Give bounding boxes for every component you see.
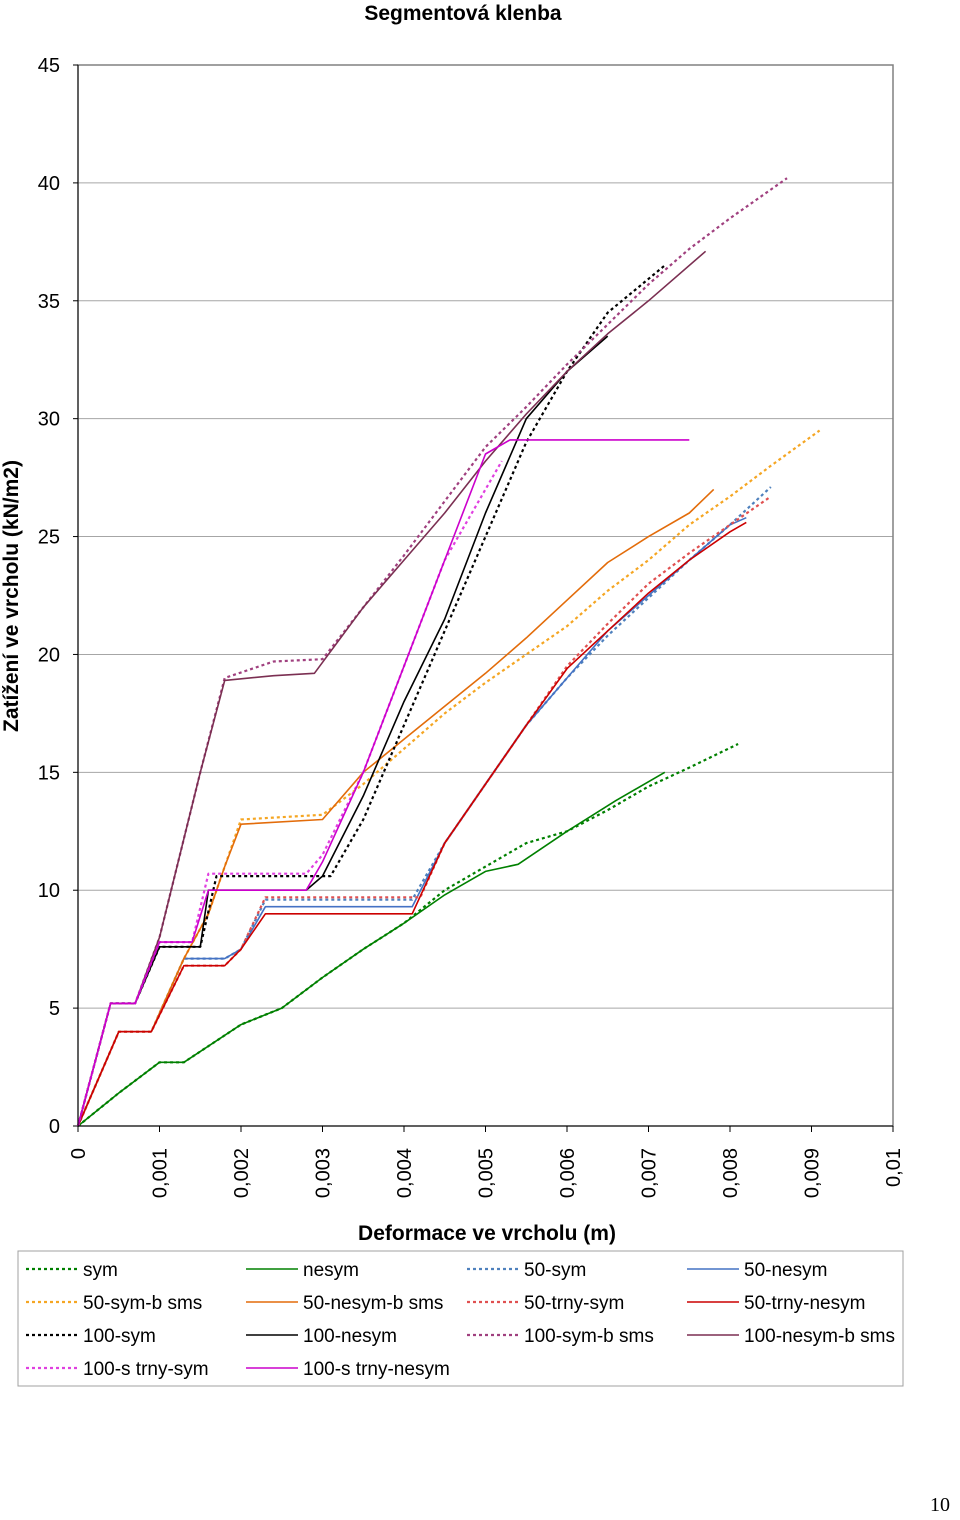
x-tick-label: 0 (68, 1148, 90, 1159)
chart-title: Segmentová klenba (364, 2, 562, 25)
legend-entry: 100-s trny-nesym (303, 1359, 450, 1380)
series-line (77, 771, 666, 1127)
series-line (77, 488, 715, 1127)
series-line (77, 743, 739, 1127)
y-tick-label: 30 (38, 409, 60, 431)
y-tick-label: 40 (38, 173, 60, 195)
y-tick-label: 15 (38, 762, 60, 784)
y-tick-label: 0 (49, 1116, 60, 1138)
legend-entry: 100-nesym (303, 1326, 397, 1347)
page-number: 10 (930, 1494, 950, 1516)
series-line (76, 429, 821, 1127)
y-axis-label: Zatížení ve vrcholu (kN/m2) (0, 460, 23, 732)
legend-entry: 50-sym (524, 1260, 586, 1281)
x-axis-label: Deformace ve vrcholu (m) (358, 1222, 616, 1245)
series-line (77, 335, 609, 1127)
series-line (76, 264, 666, 1127)
x-tick-label: 0,01 (883, 1148, 905, 1187)
y-axis: 0 5 10 15 20 25 30 35 40 45 (38, 55, 78, 1138)
x-tick-label: 0,004 (394, 1148, 416, 1198)
series-line (77, 250, 707, 1127)
plot-area (77, 64, 894, 1127)
legend-entry: 50-nesym (744, 1260, 827, 1281)
series-line (77, 439, 690, 1127)
x-tick-label: 0,006 (557, 1148, 579, 1198)
legend-entry: 50-trny-sym (524, 1293, 624, 1314)
x-tick-label: 0,001 (150, 1148, 172, 1198)
legend-entry: 50-trny-nesym (744, 1293, 865, 1314)
legend-entry: nesym (303, 1260, 359, 1281)
series-lines (76, 177, 821, 1127)
y-tick-label: 45 (38, 55, 60, 77)
legend-entry: 100-s trny-sym (83, 1359, 209, 1380)
y-tick-label: 5 (49, 998, 60, 1020)
legend-entry: 50-sym-b sms (83, 1293, 202, 1314)
y-tick-label: 35 (38, 291, 60, 313)
series-line (77, 516, 747, 1127)
legend-entry: 50-nesym-b sms (303, 1293, 443, 1314)
series-line (76, 495, 772, 1127)
legend-entry: 100-sym-b sms (524, 1326, 654, 1347)
series-line (76, 460, 503, 1127)
x-tick-label: 0,002 (231, 1148, 253, 1198)
x-tick-label: 0,003 (313, 1148, 335, 1198)
legend-entry: 100-sym (83, 1326, 156, 1347)
x-tick-label: 0,007 (639, 1148, 661, 1198)
y-tick-label: 25 (38, 527, 60, 549)
y-tick-label: 10 (38, 880, 60, 902)
y-tick-label: 20 (38, 644, 60, 666)
x-axis: 0 0,001 0,002 0,003 0,004 0,005 0,006 0,007 0,00… (68, 1126, 905, 1198)
legend-box (17, 1250, 904, 1387)
series-line (76, 177, 788, 1127)
series-line (76, 486, 772, 1127)
x-tick-label: 0,009 (802, 1148, 824, 1198)
x-tick-label: 0,005 (476, 1148, 498, 1198)
x-tick-label: 0,008 (720, 1148, 742, 1198)
legend-entry: 100-nesym-b sms (744, 1326, 895, 1347)
legend: sym nesym 50-sym 50-nesym 50-sym-b sms 50-nes… (26, 1260, 895, 1380)
series-line (77, 521, 747, 1127)
legend-entry: sym (83, 1260, 118, 1281)
